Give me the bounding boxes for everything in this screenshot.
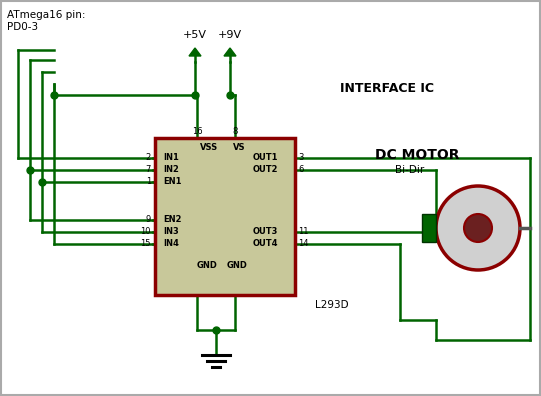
- Circle shape: [436, 186, 520, 270]
- Circle shape: [464, 214, 492, 242]
- Text: IN2: IN2: [163, 166, 179, 175]
- Text: +5V: +5V: [183, 30, 207, 40]
- Text: OUT2: OUT2: [253, 166, 279, 175]
- Text: INTERFACE IC: INTERFACE IC: [340, 82, 434, 95]
- Text: GND: GND: [227, 261, 248, 270]
- Text: VS: VS: [233, 143, 246, 152]
- Bar: [422, 214, 436, 242]
- Text: IN1: IN1: [163, 154, 179, 162]
- Text: OUT3: OUT3: [253, 227, 279, 236]
- Text: 1: 1: [146, 177, 151, 187]
- Text: 14: 14: [298, 240, 308, 249]
- Text: EN2: EN2: [163, 215, 181, 225]
- Text: OUT1: OUT1: [253, 154, 279, 162]
- Text: 8: 8: [232, 127, 237, 136]
- Text: 3: 3: [298, 154, 304, 162]
- Bar: [155, 138, 295, 295]
- Text: GND: GND: [197, 261, 218, 270]
- Polygon shape: [189, 48, 201, 56]
- Polygon shape: [224, 48, 236, 56]
- Text: 6: 6: [298, 166, 304, 175]
- Text: 2: 2: [146, 154, 151, 162]
- Text: +9V: +9V: [218, 30, 242, 40]
- Text: 11: 11: [298, 227, 308, 236]
- Text: PD0-3: PD0-3: [7, 22, 38, 32]
- Text: OUT4: OUT4: [253, 240, 279, 249]
- Text: 10: 10: [141, 227, 151, 236]
- Text: L293D: L293D: [315, 300, 348, 310]
- Text: IN3: IN3: [163, 227, 179, 236]
- Text: VSS: VSS: [200, 143, 218, 152]
- Text: ATmega16 pin:: ATmega16 pin:: [7, 10, 85, 20]
- Text: 7: 7: [146, 166, 151, 175]
- Text: EN1: EN1: [163, 177, 181, 187]
- Text: DC MOTOR: DC MOTOR: [375, 148, 459, 162]
- Text: 15: 15: [141, 240, 151, 249]
- Text: IN4: IN4: [163, 240, 179, 249]
- Text: 16: 16: [192, 127, 202, 136]
- Text: 9: 9: [146, 215, 151, 225]
- Text: Bi-Dir: Bi-Dir: [395, 165, 424, 175]
